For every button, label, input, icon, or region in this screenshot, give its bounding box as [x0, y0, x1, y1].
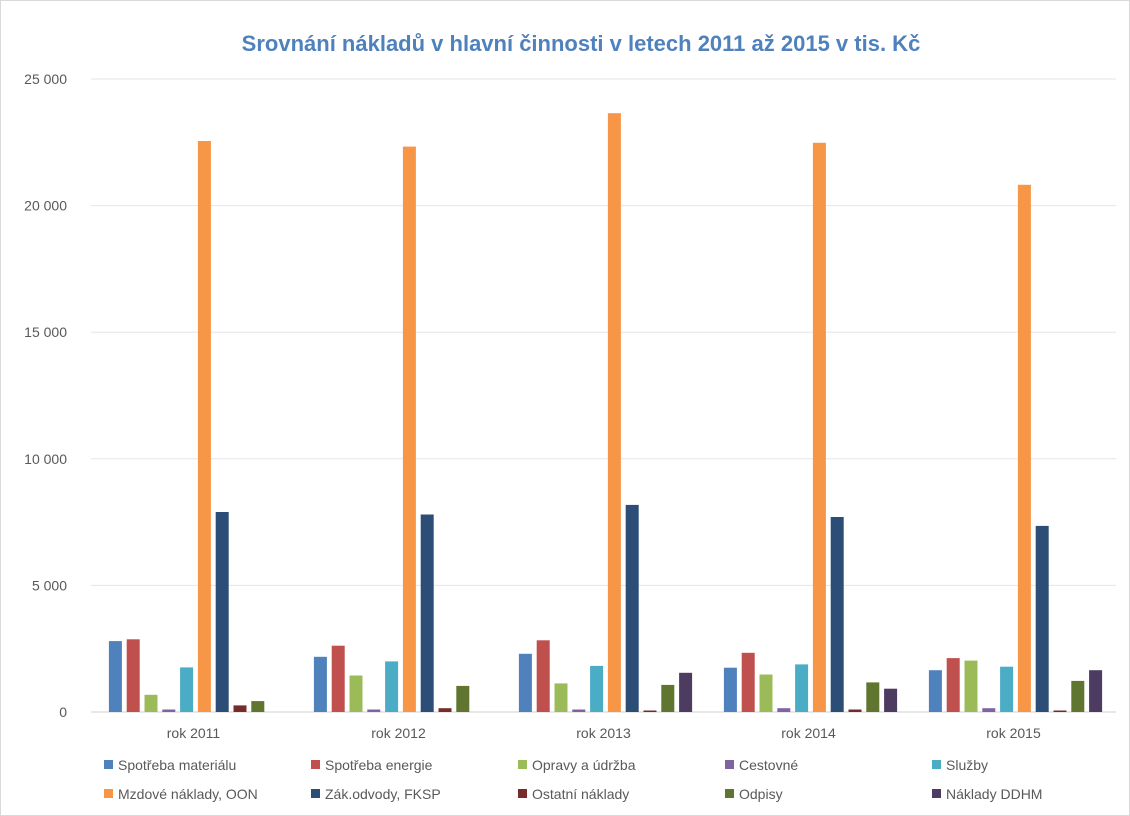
- legend-label: Spotřeba materiálu: [118, 757, 236, 773]
- y-tick-label: 25 000: [24, 71, 67, 87]
- legend-swatch: [932, 760, 941, 769]
- bar: [331, 645, 345, 712]
- bar: [777, 708, 791, 712]
- bar: [759, 674, 773, 712]
- bar: [643, 710, 657, 712]
- x-tick-label: rok 2012: [371, 725, 426, 741]
- legend-swatch: [725, 760, 734, 769]
- x-tick-label: rok 2011: [167, 725, 221, 741]
- bar: [928, 670, 942, 712]
- bar: [572, 709, 586, 712]
- bar: [1053, 710, 1067, 712]
- bar: [723, 667, 737, 712]
- legend-label: Služby: [946, 757, 988, 773]
- legend-swatch: [518, 789, 527, 798]
- bar: [830, 517, 844, 712]
- bar: [518, 653, 532, 712]
- legend-swatch: [725, 789, 734, 798]
- legend-swatch: [932, 789, 941, 798]
- bar: [741, 652, 755, 712]
- bar: [162, 709, 176, 712]
- bar: [884, 688, 898, 712]
- legend-label: Opravy a údržba: [532, 757, 636, 773]
- bar: [215, 512, 229, 712]
- legend-swatch: [104, 789, 113, 798]
- bar: [108, 641, 122, 712]
- bar: [848, 709, 862, 712]
- x-tick-label: rok 2014: [781, 725, 836, 741]
- bar: [197, 141, 211, 712]
- chart-title: Srovnání nákladů v hlavní činnosti v let…: [242, 31, 921, 56]
- bar: [679, 672, 693, 712]
- bar: [866, 682, 880, 712]
- legend-swatch: [104, 760, 113, 769]
- bar: [233, 705, 247, 712]
- bar: [180, 667, 194, 712]
- bar: [661, 684, 675, 712]
- legend-swatch: [311, 789, 320, 798]
- y-tick-label: 0: [59, 704, 67, 720]
- x-tick-label: rok 2013: [576, 725, 631, 741]
- bar: [964, 660, 978, 712]
- bar: [554, 683, 568, 712]
- y-tick-label: 15 000: [24, 324, 67, 340]
- legend-label: Odpisy: [739, 786, 783, 802]
- y-tick-label: 10 000: [24, 451, 67, 467]
- legend-label: Náklady DDHM: [946, 786, 1042, 802]
- bar: [385, 661, 399, 712]
- bar: [349, 675, 363, 712]
- bar: [625, 504, 639, 712]
- bar: [812, 142, 826, 713]
- bar: [1089, 670, 1103, 712]
- bar: [313, 656, 327, 712]
- bar: [982, 708, 996, 712]
- legend-label: Spotřeba energie: [325, 757, 433, 773]
- bar: [438, 708, 452, 712]
- bar: [1000, 666, 1014, 712]
- bar: [126, 639, 140, 712]
- bar: [795, 664, 809, 712]
- legend-swatch: [311, 760, 320, 769]
- bar: [420, 514, 434, 712]
- legend-swatch: [518, 760, 527, 769]
- bar: [536, 640, 550, 712]
- bar: [402, 146, 416, 713]
- bar: [946, 658, 960, 712]
- bar: [144, 694, 158, 712]
- legend-label: Cestovné: [739, 757, 798, 773]
- y-tick-label: 20 000: [24, 198, 67, 214]
- legend-label: Mzdové náklady, OON: [118, 786, 258, 802]
- bar: [590, 665, 604, 712]
- bar: [1017, 184, 1031, 713]
- y-tick-label: 5 000: [32, 577, 67, 593]
- bar: [607, 113, 621, 712]
- legend-label: Zák.odvody, FKSP: [325, 786, 441, 802]
- bar: [367, 709, 381, 712]
- bar: [1035, 525, 1049, 712]
- legend-label: Ostatní náklady: [532, 786, 629, 802]
- x-tick-label: rok 2015: [986, 725, 1041, 741]
- bar: [1071, 680, 1085, 712]
- bar: [456, 685, 470, 712]
- bar: [251, 701, 265, 712]
